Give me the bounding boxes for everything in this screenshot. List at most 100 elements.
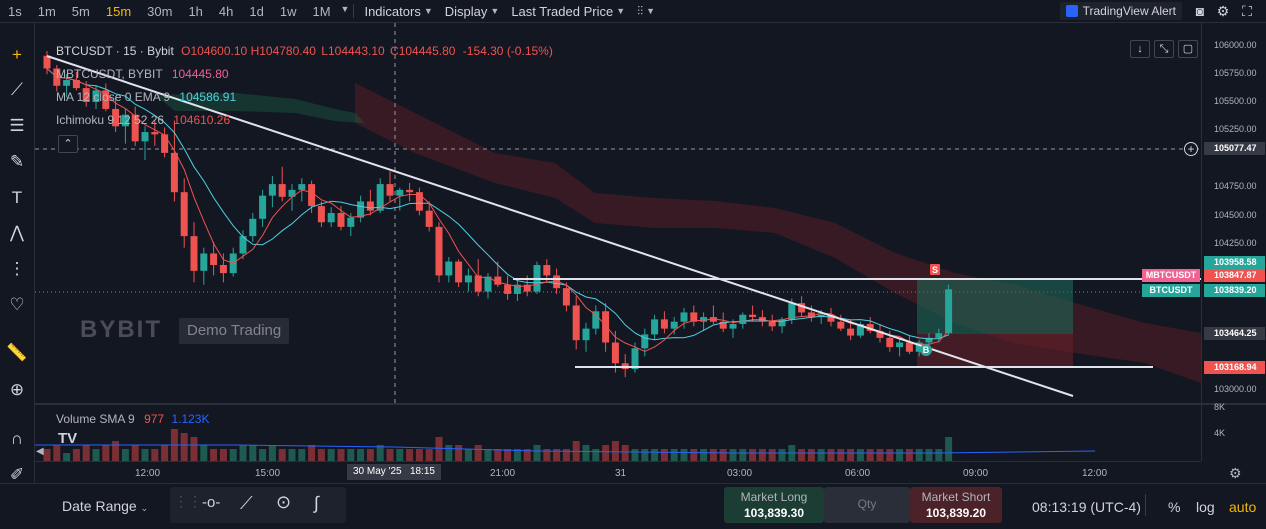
volume-bar bbox=[268, 445, 276, 461]
timeframe-1w[interactable]: 1w bbox=[279, 3, 297, 19]
symbol-title[interactable]: BTCUSDT · 15 · Bybit bbox=[56, 44, 174, 58]
favorites-heart-icon[interactable]: ♡ bbox=[9, 295, 25, 314]
volume-legend[interactable]: Volume SMA 9 977 1.123K bbox=[56, 412, 209, 426]
drag-handle-icon[interactable]: ⋮⋮ bbox=[174, 493, 202, 509]
timeframe-1m[interactable]: 1m bbox=[37, 3, 56, 19]
candle-body bbox=[886, 337, 894, 348]
brush-icon[interactable]: ✎ bbox=[9, 152, 25, 171]
candle-body bbox=[837, 321, 845, 329]
candle-body bbox=[543, 265, 551, 276]
settings-gear-icon[interactable]: ⚙ bbox=[1229, 465, 1242, 481]
volume-bar bbox=[562, 449, 570, 461]
log-scale-toggle[interactable]: log bbox=[1196, 499, 1215, 515]
volume-bar bbox=[239, 445, 247, 461]
candle-body bbox=[170, 152, 178, 193]
ma-legend-row[interactable]: MA 12 close 0 EMA 9 104586.91 bbox=[56, 86, 553, 109]
collapse-icon[interactable]: ⤡ bbox=[1154, 40, 1174, 58]
fib-retracement-icon[interactable]: ☰ bbox=[9, 116, 25, 135]
candle-body bbox=[376, 184, 384, 211]
top-toolbar: 1s 1m 5m 15m 30m 1h 4h 1d 1w 1M ▼ Indicators ▼ Disp… bbox=[0, 0, 1266, 23]
gear-icon[interactable]: ⚙ bbox=[1216, 3, 1230, 19]
add-alert-plus-icon[interactable]: + bbox=[1184, 142, 1198, 156]
candle-body bbox=[523, 284, 531, 292]
camera-icon[interactable]: ◙ bbox=[1195, 3, 1205, 19]
volume-bar bbox=[288, 449, 296, 461]
price-axis[interactable]: 106000.00 105750.00 105500.00 105250.00 1047… bbox=[1201, 23, 1266, 461]
text-icon[interactable]: T bbox=[11, 188, 23, 207]
volume-bar bbox=[415, 449, 423, 461]
candle-body bbox=[592, 311, 600, 329]
ray-icon[interactable]: ⟋ bbox=[240, 493, 253, 513]
lock-drawings-icon[interactable]: ✐ bbox=[9, 465, 25, 484]
candle-body bbox=[102, 90, 110, 109]
chevron-down-icon[interactable]: ▼ bbox=[340, 3, 350, 14]
timeframe-30m[interactable]: 30m bbox=[147, 3, 173, 19]
price-tag: 103847.87 bbox=[1204, 269, 1265, 282]
tradingview-alert-button[interactable]: TradingView Alert bbox=[1059, 2, 1182, 20]
pane-divider[interactable] bbox=[35, 403, 1266, 405]
prediction-icon[interactable]: ⋮ bbox=[8, 259, 26, 278]
ichimoku-legend-row[interactable]: Ichimoku 9 12 52 26 104610.26 bbox=[56, 109, 553, 132]
candle-body bbox=[396, 189, 404, 196]
scroll-left-icon[interactable]: ◀ bbox=[36, 446, 44, 457]
timeframe-1d[interactable]: 1d bbox=[249, 3, 264, 19]
date-range-label: Date Range bbox=[62, 498, 137, 514]
market-short-button[interactable]: Market Short 103,839.20 bbox=[910, 487, 1002, 523]
crosshair-icon[interactable]: + bbox=[12, 45, 22, 64]
series-label: BTCUSDT bbox=[1142, 284, 1200, 297]
candle-body bbox=[827, 314, 835, 322]
maximize-icon[interactable]: ▢ bbox=[1178, 40, 1198, 58]
volume-bar bbox=[406, 449, 414, 461]
date-range-button[interactable]: Date Range ⌄ bbox=[62, 498, 148, 514]
collapse-legend-button[interactable]: ⌃ bbox=[58, 135, 78, 153]
qty-input[interactable]: Qty bbox=[824, 487, 910, 523]
candle-body bbox=[415, 192, 423, 211]
volume-bar bbox=[464, 449, 472, 461]
timeframe-4h[interactable]: 4h bbox=[218, 3, 234, 19]
price-type-button[interactable]: Last Traded Price ▼ bbox=[505, 4, 631, 19]
timeframe-1s[interactable]: 1s bbox=[8, 3, 22, 19]
market-long-button[interactable]: Market Long 103,839.30 bbox=[724, 487, 824, 523]
candle-body bbox=[317, 206, 325, 223]
ruler-icon[interactable]: 📏 bbox=[6, 343, 28, 362]
candle-body bbox=[915, 342, 923, 352]
magnet-icon[interactable]: ∩ bbox=[10, 429, 24, 448]
timeframe-5m[interactable]: 5m bbox=[71, 3, 90, 19]
market-long-label: Market Long bbox=[740, 490, 808, 504]
price-chart[interactable]: SB bbox=[35, 23, 1201, 403]
time-axis-label: 06:00 bbox=[845, 468, 871, 479]
scroll-down-icon[interactable]: ↓ bbox=[1130, 40, 1150, 58]
indicators-button[interactable]: Indicators ▼ bbox=[358, 4, 438, 19]
volume-bar bbox=[660, 449, 668, 461]
zoom-in-icon[interactable]: ⊕ bbox=[9, 380, 25, 399]
volume-bar bbox=[866, 449, 874, 461]
timeframe-1h[interactable]: 1h bbox=[188, 3, 203, 19]
timeframe-15m[interactable]: 15m bbox=[105, 3, 132, 19]
candle-body bbox=[200, 253, 208, 271]
volume-bar bbox=[435, 437, 443, 461]
time-axis[interactable]: 12:00 15:00 21:00 31 03:00 06:00 09:00 12:00 30 … bbox=[35, 461, 1201, 484]
clock-timezone[interactable]: 08:13:19 (UTC-4) bbox=[1032, 499, 1141, 515]
buy-marker bbox=[920, 344, 932, 356]
time-axis-label: 31 bbox=[615, 468, 627, 479]
trend-line-icon[interactable]: ⟋ bbox=[11, 80, 23, 99]
auto-scale-toggle[interactable]: auto bbox=[1229, 499, 1257, 515]
volume-pane[interactable] bbox=[35, 405, 1201, 461]
volume-bar bbox=[876, 449, 884, 461]
volume-bar bbox=[847, 449, 855, 461]
fullscreen-icon[interactable]: ⛶ bbox=[1242, 3, 1252, 19]
display-button[interactable]: Display ▼ bbox=[439, 4, 506, 19]
volume-bar bbox=[905, 449, 913, 461]
chart-type-button[interactable]: ⫶⫶ ▼ bbox=[631, 4, 661, 19]
volume-bar bbox=[347, 449, 355, 461]
percent-scale-toggle[interactable]: % bbox=[1168, 499, 1181, 515]
compare-legend-row[interactable]: MBTCUSDT, BYBIT 104445.80 bbox=[56, 63, 553, 86]
timeframe-1M[interactable]: 1M bbox=[312, 3, 331, 19]
horizontal-line-icon[interactable]: -o- bbox=[202, 494, 221, 511]
circle-icon[interactable]: ⊙ bbox=[276, 492, 292, 512]
pattern-icon[interactable]: ⋀ bbox=[10, 223, 24, 242]
candle-body bbox=[572, 305, 580, 341]
price-tag: 103958.58 bbox=[1204, 256, 1265, 269]
volume-bar bbox=[53, 445, 61, 461]
curve-icon[interactable]: ∫ bbox=[314, 493, 319, 513]
